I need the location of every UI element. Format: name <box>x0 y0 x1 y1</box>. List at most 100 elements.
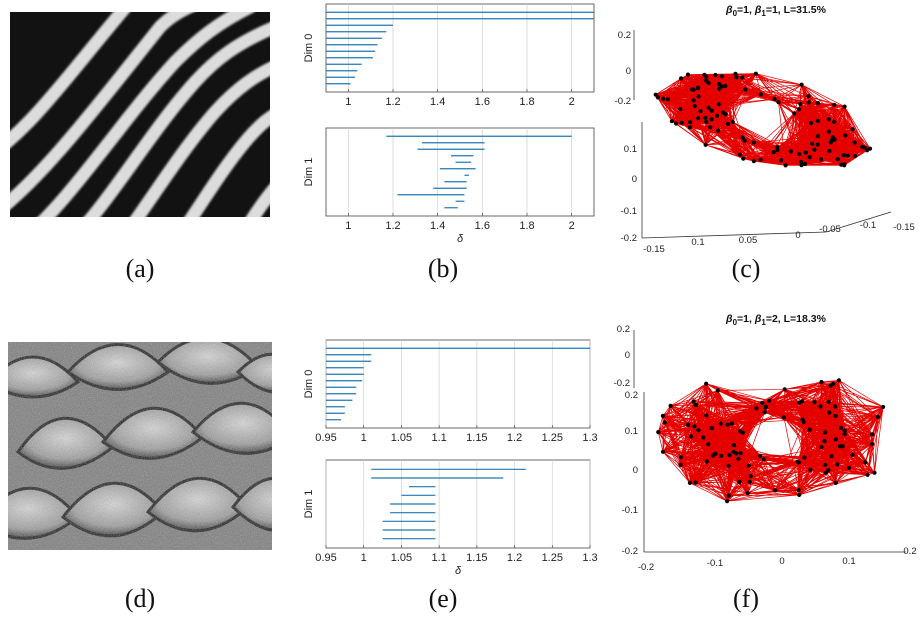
graph-node <box>865 472 870 477</box>
graph-node <box>819 157 824 162</box>
x-ticks-label: -0.1 <box>707 558 723 569</box>
y-ticks-label: 0 <box>633 465 638 476</box>
graph-node <box>819 445 824 450</box>
graph-node <box>772 97 777 102</box>
z-ticks-label: 0.2 <box>618 30 631 41</box>
tick-label: 0.95 <box>315 552 336 564</box>
caption-c: (c) <box>731 254 761 283</box>
x-ticks-label: -0.05 <box>819 224 841 235</box>
graph-node <box>823 470 828 475</box>
graph-node <box>754 406 759 411</box>
graph-node <box>826 399 831 404</box>
x-axis-c2 <box>825 211 892 233</box>
graph-f-svg: β0=1, β1=2, L=18.3% 0.20-0.20.20.10-0.1-… <box>614 313 917 573</box>
y-ticks-label: 0.1 <box>625 426 638 437</box>
graph-node <box>696 428 701 433</box>
graph-node <box>797 152 802 157</box>
graph-node <box>841 153 846 158</box>
tick-label: 1.3 <box>582 432 597 444</box>
graph-node <box>762 410 767 415</box>
graph-node <box>736 456 741 461</box>
graph-f: β0=1, β1=2, L=18.3% 0.2 0 -0.2 0.2 0.1 0 -0.1-… <box>606 308 918 576</box>
graph-node <box>823 430 828 435</box>
graph-node <box>713 451 718 456</box>
graph-node <box>796 107 801 112</box>
graph-node <box>812 147 817 152</box>
barcode-e-svg: Dim 0 0.95 1 1.05 1.1 1.15 1.2 1.25 1.3 Dim 1 0… <box>303 339 598 577</box>
tick-label: 1.6 <box>475 96 490 108</box>
graph-node <box>833 437 838 442</box>
graph-node <box>815 142 820 147</box>
graph-node <box>687 480 692 485</box>
graph-node <box>693 480 698 485</box>
graph-node <box>692 424 697 429</box>
x-ticks-label: 0 <box>779 556 784 567</box>
graph-node <box>690 87 695 92</box>
tick-label: 1.8 <box>519 96 534 108</box>
graph-node <box>685 72 691 77</box>
graph-node <box>758 92 763 97</box>
graph-node <box>845 153 850 158</box>
graph-node <box>668 403 673 408</box>
caption-e: (e) <box>428 584 458 613</box>
graph-node <box>691 399 696 404</box>
graph-node <box>818 404 823 409</box>
graph-node <box>819 379 824 385</box>
tick-label: 1.15 <box>466 432 487 444</box>
graph-node <box>701 435 706 440</box>
graph-node <box>796 488 801 493</box>
graph-edges <box>655 73 871 166</box>
tick-label: 1.1 <box>431 432 446 444</box>
graph-c-svg: β0=1, β1=1, L=31.5% 0.2 0 -0.2 0.1 0 -0.1 -0.2… <box>615 4 915 255</box>
graph-edges <box>657 379 884 502</box>
graph-node <box>846 465 852 471</box>
graph-node <box>752 140 757 145</box>
graph-node <box>863 460 868 465</box>
graph-node <box>799 159 804 164</box>
graph-node <box>827 148 832 153</box>
tick-label: 0.95 <box>315 432 336 444</box>
graph-node <box>719 74 724 79</box>
graph-node <box>656 430 661 435</box>
graph-node <box>775 147 780 153</box>
graph-node <box>779 158 784 163</box>
graph-node <box>833 480 838 485</box>
graph-node <box>678 462 683 467</box>
graph-node <box>704 119 709 124</box>
graph-node <box>660 449 666 454</box>
graph-node <box>740 430 745 435</box>
graph-node <box>842 431 847 437</box>
dim0-label: Dim 0 <box>303 34 315 63</box>
graph-f-title: β0=1, β1=2, L=18.3% <box>725 313 827 327</box>
graph-node <box>702 72 707 77</box>
graph-node <box>725 422 730 427</box>
graph-node <box>829 454 834 459</box>
graph-node <box>767 398 772 403</box>
graph-node <box>747 479 752 484</box>
zebra-texture-image <box>10 12 270 217</box>
graph-node <box>826 129 831 134</box>
y-ticks-label: -0.2 <box>621 233 637 244</box>
graph-node <box>799 82 804 87</box>
dim0-label-e: Dim 0 <box>303 370 315 399</box>
graph-node <box>850 452 855 457</box>
graph-node <box>822 439 827 444</box>
x-ticks-label: 0.05 <box>739 235 758 246</box>
caption-b: (b) <box>427 254 459 283</box>
tick-label: 1.3 <box>582 552 597 564</box>
dim1-axes-e <box>325 459 591 549</box>
graph-node <box>808 467 813 472</box>
fish-scale-texture-image <box>8 342 272 550</box>
dim1-axes <box>325 127 595 217</box>
graph-node <box>689 434 694 439</box>
graph-node <box>733 71 738 76</box>
graph-node <box>725 121 731 127</box>
graph-node <box>660 413 665 418</box>
z-ticks-label: -0.2 <box>615 96 631 107</box>
graph-node <box>714 113 720 118</box>
graph-node <box>810 141 815 146</box>
x-ticks-label: 0.1 <box>842 556 855 567</box>
zebra-texture-svg <box>10 12 270 217</box>
dim0-axes-e <box>325 339 591 429</box>
graph-node <box>881 404 886 410</box>
